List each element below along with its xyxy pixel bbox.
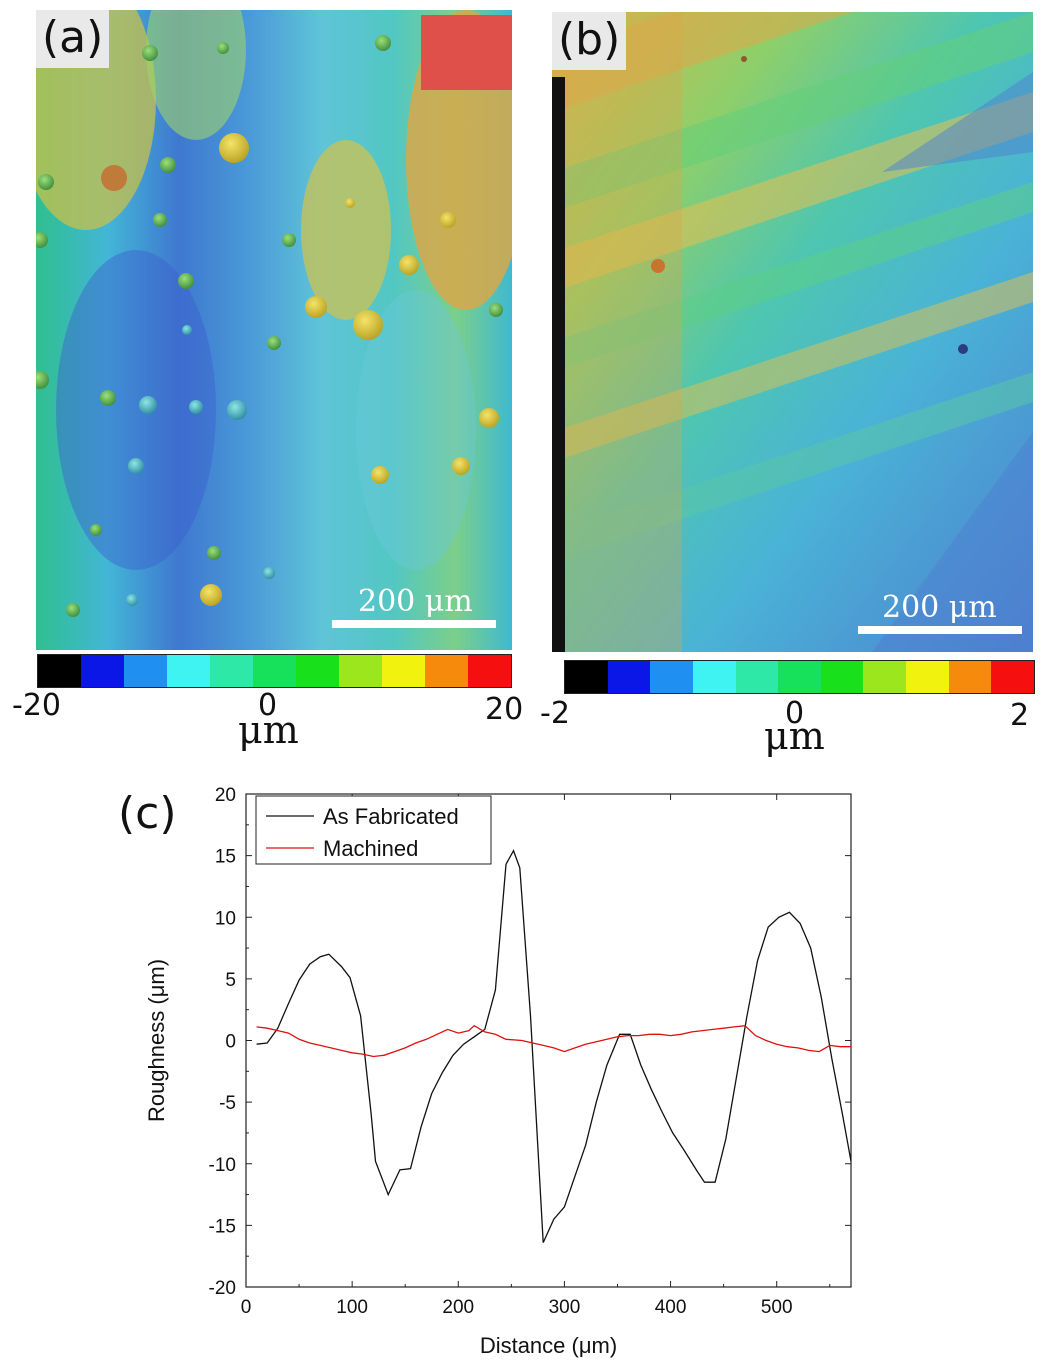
- x-tick-label: 0: [241, 1297, 252, 1318]
- roughness-profile-chart: (c) -20 -15 -10 -5 0 5 10 15 20 0 100 200 300 400 500…: [118, 785, 852, 1358]
- colorbar-b-mid-label: 0: [785, 696, 805, 731]
- series-line-machined: [256, 1024, 851, 1058]
- colorbar-b-swatch: [650, 661, 693, 693]
- y-axis-label: Roughness (μm): [144, 959, 169, 1122]
- plot-area: [245, 793, 852, 1288]
- legend-label: As Fabricated: [323, 804, 459, 829]
- colorbar-a-min-label: -20: [12, 688, 61, 723]
- y-tick-label: 20: [215, 785, 236, 806]
- colorbar-b-unit: μm: [764, 714, 825, 758]
- panel-b-scalebar-label: 200 μm: [882, 590, 997, 625]
- panel-b-scalebar: [858, 626, 1022, 634]
- colorbar-a-unit: μm: [238, 708, 299, 752]
- colorbar-a-mid-label: 0: [258, 688, 278, 723]
- colorbar-b-swatch: [607, 661, 651, 693]
- colorbar-a-swatch: [81, 655, 124, 687]
- panel-a-scalebar-label: 200 μm: [358, 584, 473, 619]
- colorbar-a-swatch: [339, 655, 382, 687]
- legend-box: [255, 795, 492, 865]
- x-tick-label: 500: [761, 1297, 793, 1318]
- colorbar-a-swatch: [38, 655, 81, 687]
- colorbar-b-swatch: [948, 661, 992, 693]
- series-line-as-fabricated: [256, 849, 852, 1243]
- colorbar-b-swatch: [735, 661, 779, 693]
- x-tick-label: 400: [655, 1297, 687, 1318]
- x-tick-label: 300: [549, 1297, 581, 1318]
- y-tick-label: -20: [209, 1278, 236, 1299]
- x-axis-ticks: 0 100 200 300 400 500: [241, 794, 831, 1318]
- colorbar-b-swatch: [863, 661, 907, 693]
- colorbar-b-swatch: [778, 661, 821, 693]
- colorbar-a-swatch: [167, 655, 210, 687]
- panel-a-tag: (a): [36, 10, 110, 68]
- colorbar-a-swatch: [253, 655, 296, 687]
- colorbar-b-max-label: 2: [1010, 698, 1030, 733]
- colorbar-a-swatch: [468, 655, 511, 687]
- height-map-a-image: [36, 10, 512, 650]
- height-map-machined: (b) 200 μm: [552, 12, 1033, 652]
- colorbar-b-swatch: [692, 661, 736, 693]
- legend-label: Machined: [323, 836, 418, 861]
- x-tick-label: 200: [442, 1297, 474, 1318]
- panel-b-tag: (b): [552, 12, 627, 70]
- height-map-as-fabricated: (a) 200 μm: [36, 10, 512, 650]
- colorbar-b-swatch: [565, 661, 608, 693]
- y-tick-label: 10: [215, 908, 236, 929]
- colorbar-a-swatch: [210, 655, 253, 687]
- panel-a-scalebar: [332, 620, 496, 628]
- legend: As Fabricated Machined: [255, 795, 492, 865]
- x-tick-label: 100: [336, 1297, 368, 1318]
- colorbar-a-max-label: 20: [485, 692, 524, 727]
- y-tick-label: -10: [209, 1155, 236, 1176]
- colorbar-a-swatch: [296, 655, 339, 687]
- colorbar-a-swatch: [124, 655, 167, 687]
- y-tick-label: 15: [215, 847, 236, 868]
- colorbar-b: [564, 660, 1035, 694]
- y-tick-label: -5: [219, 1093, 236, 1114]
- y-tick-label: 0: [225, 1032, 236, 1053]
- series-group: [256, 849, 852, 1243]
- plot-frame: [245, 793, 852, 1288]
- x-axis-label: Distance (μm): [480, 1333, 617, 1358]
- chart-panel-tag: (c): [118, 788, 177, 839]
- y-tick-label: -15: [209, 1216, 236, 1237]
- colorbar-b-swatch: [991, 661, 1035, 693]
- colorbar-a-swatch: [425, 655, 468, 687]
- colorbar-a-swatch: [382, 655, 425, 687]
- y-axis-ticks: -20 -15 -10 -5 0 5 10 15 20: [209, 785, 851, 1299]
- colorbar-b-swatch: [906, 661, 949, 693]
- height-map-b-image: [552, 12, 1033, 652]
- colorbar-a: [37, 654, 512, 688]
- y-tick-label: 5: [225, 970, 236, 991]
- colorbar-b-min-label: -2: [540, 696, 570, 731]
- colorbar-b-swatch: [820, 661, 864, 693]
